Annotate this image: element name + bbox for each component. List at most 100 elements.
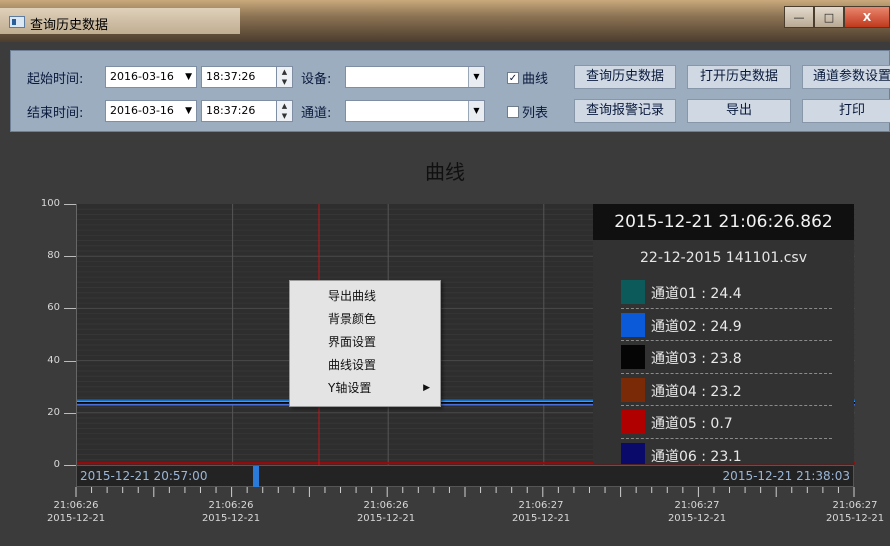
start-time-field[interactable]: 18:37:26 ▲ ▼ <box>201 66 293 88</box>
channel-color-swatch <box>621 410 645 434</box>
row-divider <box>621 307 832 309</box>
channel-value-text: 通道05 : 0.7 <box>651 416 733 432</box>
checkbox-unchecked-icon[interactable] <box>507 105 519 118</box>
x-tick-label: 21:06:26 2015-12-21 <box>351 499 421 525</box>
spin-up-icon[interactable]: ▲ <box>281 102 288 110</box>
channel-value-list: 通道01 : 24.4 通道02 : 24.9 通道03 : 23.8 通道04 : … <box>593 276 854 464</box>
start-date-picker[interactable]: 2016-03-16 ▼ <box>105 66 197 88</box>
close-button[interactable]: X <box>844 6 890 28</box>
chevron-down-icon[interactable]: ▼ <box>468 101 484 121</box>
print-button[interactable]: 打印 <box>802 99 890 123</box>
device-select[interactable]: ▼ <box>345 66 485 88</box>
query-history-button[interactable]: 查询历史数据 <box>574 65 676 89</box>
x-tick-label: 21:06:27 2015-12-21 <box>820 499 890 525</box>
channel-color-swatch <box>621 312 645 337</box>
menu-item-ui-settings[interactable]: 界面设置 <box>328 335 377 349</box>
spin-down-icon[interactable]: ▼ <box>281 112 288 120</box>
row-divider <box>621 437 832 439</box>
menu-item-export-curve[interactable]: 导出曲线 <box>328 289 377 303</box>
channel-value-text: 通道04 : 23.2 <box>651 383 742 400</box>
y-tick-mark <box>64 256 76 258</box>
y-tick-mark <box>64 465 76 466</box>
end-time-field[interactable]: 18:37:26 ▲ ▼ <box>201 100 293 122</box>
channel-color-swatch <box>621 345 645 369</box>
x-axis-ticks <box>75 487 855 497</box>
y-tick-label: 80 <box>47 250 60 262</box>
export-button[interactable]: 导出 <box>687 99 791 123</box>
channel-value-row: 通道05 : 0.7 <box>593 406 854 439</box>
x-tick-time: 21:06:27 <box>518 500 564 511</box>
y-tick-mark <box>64 308 76 310</box>
submenu-arrow-icon: ▶ <box>423 383 430 393</box>
window-controls: — □ X <box>784 6 890 28</box>
spin-down-icon[interactable]: ▼ <box>281 78 288 86</box>
end-time-spinner[interactable]: ▲ ▼ <box>276 101 292 121</box>
start-time-label: 起始时间: <box>27 72 84 87</box>
minimize-button[interactable]: — <box>784 6 814 28</box>
cursor-timestamp: 2015-12-21 21:06:26.862 <box>593 204 854 240</box>
y-tick-mark <box>64 204 76 205</box>
list-checkbox-label: 列表 <box>522 106 549 121</box>
data-file-name: 22-12-2015 141101.csv <box>640 250 807 266</box>
channel-value-row: 通道02 : 24.9 <box>593 309 854 341</box>
x-tick-label: 21:06:26 2015-12-21 <box>41 499 111 525</box>
channel-color-swatch <box>621 280 645 304</box>
end-date-picker[interactable]: 2016-03-16 ▼ <box>105 100 197 122</box>
maximize-button[interactable]: □ <box>814 6 844 28</box>
cursor-info-panel: 2015-12-21 21:06:26.862 22-12-2015 14110… <box>593 204 854 464</box>
x-axis: 21:06:26 2015-12-21 21:06:26 2015-12-21 21:0… <box>0 487 890 546</box>
list-checkbox[interactable]: 列表 <box>507 102 548 121</box>
query-alarm-button[interactable]: 查询报警记录 <box>574 99 676 123</box>
channel-select[interactable]: ▼ <box>345 100 485 122</box>
menu-item-y-axis-settings[interactable]: Y轴设置 ▶ <box>290 377 440 399</box>
open-history-button[interactable]: 打开历史数据 <box>687 65 791 89</box>
x-tick-date: 2015-12-21 <box>201 513 261 524</box>
chevron-down-icon: ▼ <box>185 106 192 116</box>
x-tick-label: 21:06:27 2015-12-21 <box>662 499 732 525</box>
y-tick-label: 20 <box>47 406 60 418</box>
end-time-label: 结束时间: <box>27 106 84 121</box>
spin-up-icon[interactable]: ▲ <box>281 68 288 76</box>
x-tick-date: 2015-12-21 <box>825 513 885 524</box>
channel-label: 通道: <box>301 106 332 121</box>
start-time-value: 18:37:26 <box>206 70 256 83</box>
context-menu: 导出曲线 背景颜色 界面设置 曲线设置 Y轴设置 ▶ <box>289 280 441 407</box>
channel-value-text: 通道01 : 24.4 <box>651 286 742 302</box>
row-divider <box>621 405 832 406</box>
y-tick-label: 60 <box>47 302 60 314</box>
y-tick-mark <box>64 412 76 414</box>
x-tick-time: 21:06:27 <box>674 500 720 511</box>
checkbox-checked-icon[interactable]: ✓ <box>507 71 519 84</box>
x-tick-label: 21:06:27 2015-12-21 <box>506 499 576 525</box>
channel-value-row: 通道04 : 23.2 <box>593 374 854 406</box>
menu-item-background-color[interactable]: 背景颜色 <box>328 312 377 326</box>
x-tick-date: 2015-12-21 <box>511 513 571 524</box>
x-tick-date: 2015-12-21 <box>356 513 416 524</box>
end-time-value: 18:37:26 <box>206 104 256 117</box>
channel-value-row: 通道01 : 24.4 <box>593 276 854 309</box>
start-time-spinner[interactable]: ▲ ▼ <box>276 67 292 87</box>
x-tick-date: 2015-12-21 <box>667 513 727 524</box>
chevron-down-icon: ▼ <box>185 72 192 82</box>
x-tick-date: 2015-12-21 <box>46 513 106 524</box>
channel-params-button[interactable]: 通道参数设置 <box>802 65 890 89</box>
chevron-down-icon[interactable]: ▼ <box>468 67 484 87</box>
channel-value-text: 通道03 : 23.8 <box>651 351 742 367</box>
x-tick-time: 21:06:26 <box>53 500 99 511</box>
x-tick-label: 21:06:26 2015-12-21 <box>196 499 266 525</box>
curve-checkbox[interactable]: ✓ 曲线 <box>507 68 548 87</box>
title-band <box>0 8 240 34</box>
y-tick-mark <box>64 360 76 362</box>
menu-item-y-axis-label: Y轴设置 <box>328 381 372 395</box>
curve-checkbox-label: 曲线 <box>522 72 549 87</box>
range-handle[interactable] <box>253 466 259 487</box>
channel-value-text: 通道02 : 24.9 <box>651 318 742 335</box>
y-tick-label: 40 <box>47 354 60 366</box>
channel-value-text: 通道06 : 23.1 <box>651 448 742 465</box>
row-divider <box>621 340 832 341</box>
row-divider <box>621 372 832 374</box>
menu-item-curve-settings[interactable]: 曲线设置 <box>328 358 377 372</box>
time-range-bar[interactable]: 2015-12-21 20:57:00 2015-12-21 21:38:03 <box>76 465 854 487</box>
y-tick-label: 100 <box>40 198 60 209</box>
